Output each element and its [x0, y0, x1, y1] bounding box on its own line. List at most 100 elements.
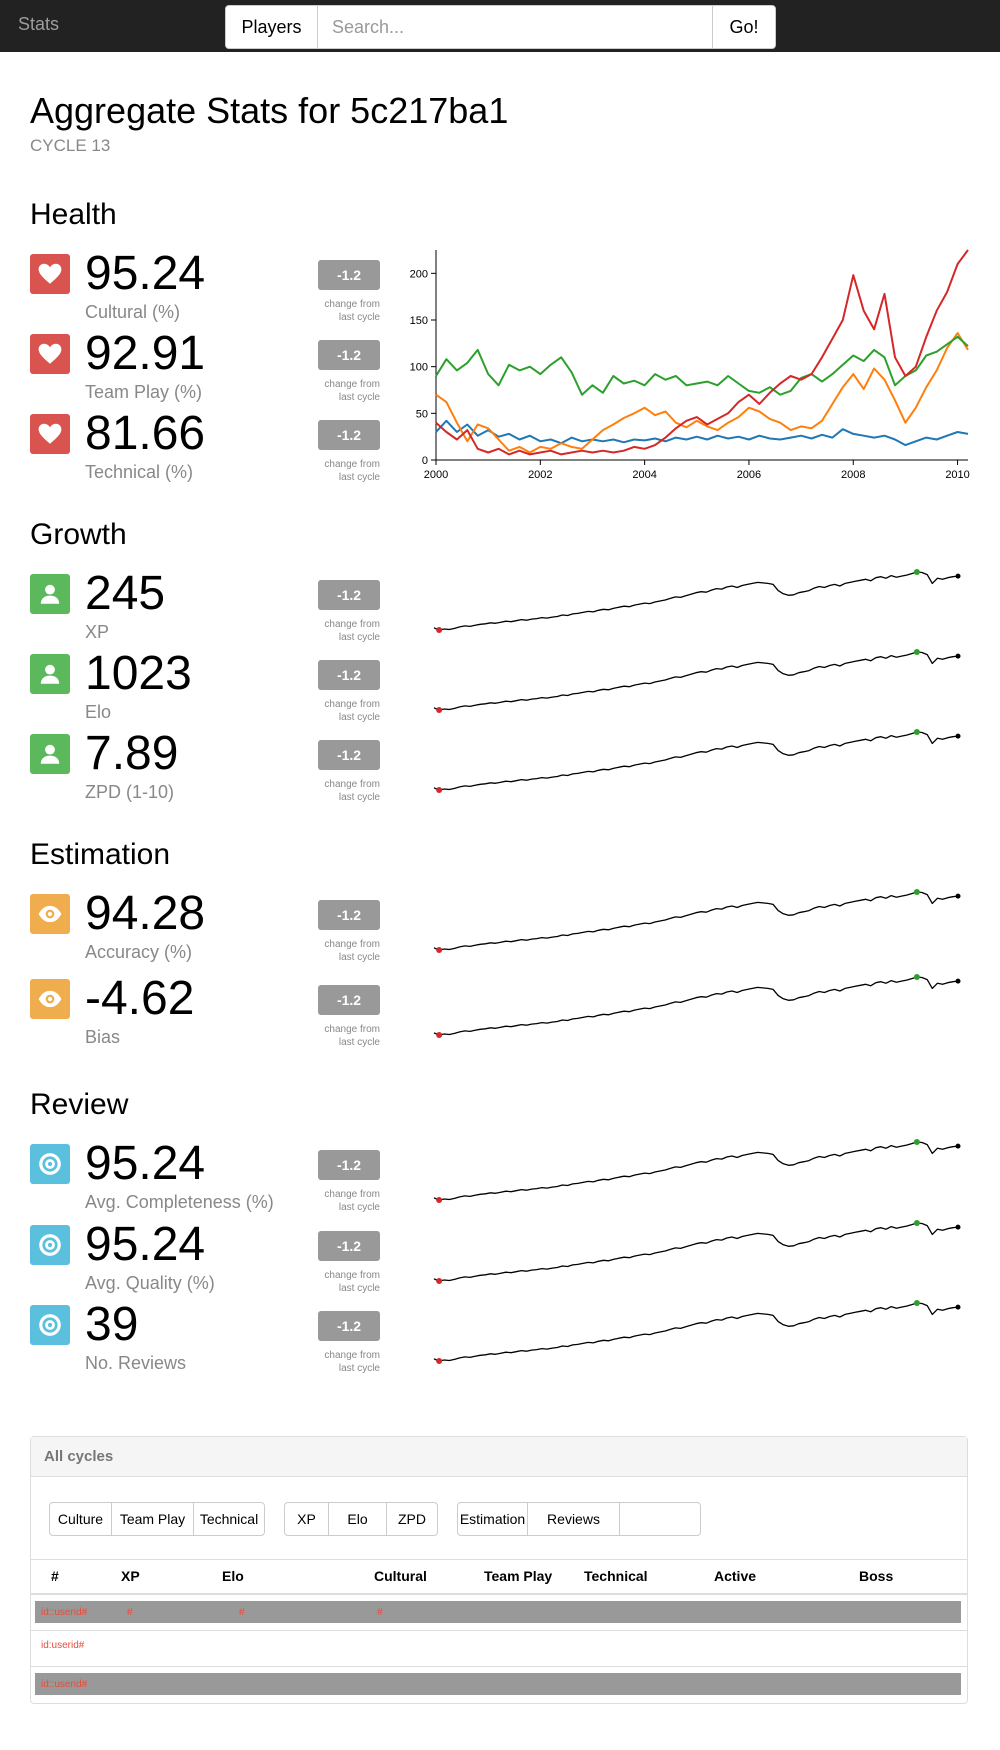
row-highlight: id::userid# # # # [35, 1601, 961, 1623]
change-note-line2: last cycle [338, 1202, 380, 1213]
column-header[interactable]: Cultural [374, 1568, 427, 1584]
filter-estimation-button[interactable]: Estimation [458, 1503, 528, 1535]
table-row[interactable]: id:userid# [31, 1631, 967, 1667]
change-note-line2: last cycle [338, 792, 380, 803]
target-icon [30, 1144, 70, 1184]
change-note-line2: last cycle [338, 1283, 380, 1294]
change-note-line1: change from [324, 939, 380, 950]
change-note: change from last cycle [292, 378, 380, 404]
change-note: change from last cycle [292, 1188, 380, 1214]
brand-link[interactable]: Stats [18, 14, 60, 34]
change-note-line1: change from [324, 1024, 380, 1035]
filter-zpd-button[interactable]: ZPD [398, 1511, 426, 1527]
sparkline-path [433, 1222, 959, 1282]
x-tick-label: 2002 [528, 469, 552, 481]
players-dropdown-button[interactable]: Players [226, 6, 318, 48]
xp-sparkline [433, 569, 961, 633]
filter-culture-button[interactable]: Culture [50, 1503, 112, 1535]
column-header[interactable]: Technical [584, 1568, 648, 1584]
metric-value: 92.91 [85, 327, 206, 380]
change-note: change from last cycle [292, 1349, 380, 1375]
column-header[interactable]: XP [121, 1568, 140, 1584]
metric-label: Technical (%) [85, 462, 194, 482]
metric-label: No. Reviews [85, 1353, 187, 1373]
change-note-line2: last cycle [338, 712, 380, 723]
sparkline-min-point [436, 1032, 443, 1038]
x-tick-label: 2006 [737, 469, 761, 481]
metric-value: -4.62 [85, 972, 195, 1025]
y-tick-label: 50 [416, 408, 428, 420]
sparkline-max-point [913, 569, 920, 575]
accuracy-sparkline [433, 889, 961, 953]
filter-elo-button[interactable]: Elo [329, 1503, 387, 1535]
metric-value: 81.66 [85, 407, 206, 460]
change-note-line2: last cycle [338, 472, 380, 483]
delta-badge: -1.2 [318, 420, 380, 450]
change-note-line1: change from [324, 699, 380, 710]
cell-cultural: # [377, 1607, 383, 1618]
sparkline-last-point [955, 1304, 961, 1310]
change-note-line1: change from [324, 299, 380, 310]
quality-sparkline [433, 1220, 961, 1284]
cycle-subtitle: CYCLE 13 [30, 136, 111, 155]
metric-accuracy: 94.28 Accuracy (%) -1.2 change from last … [30, 887, 390, 972]
column-header[interactable]: Elo [222, 1568, 244, 1584]
change-note-line1: change from [324, 619, 380, 630]
change-note: change from last cycle [292, 298, 380, 324]
delta-badge: -1.2 [318, 985, 380, 1015]
metric-team-play: 92.91 Team Play (%) -1.2 change from last… [30, 327, 390, 412]
metric-label: Avg. Completeness (%) [85, 1192, 274, 1212]
table-row[interactable]: id::userid# [31, 1667, 967, 1703]
search-group: Players Go! [225, 5, 776, 49]
column-header[interactable]: Team Play [484, 1568, 553, 1584]
panel-title: All cycles [31, 1437, 967, 1477]
search-input[interactable] [318, 6, 712, 48]
page-title: Aggregate Stats for 5c217ba1 [30, 90, 509, 131]
cell-xp: # [127, 1607, 133, 1618]
metric-label: Team Play (%) [85, 382, 203, 402]
user-icon [30, 734, 70, 774]
sparkline-min-point [436, 787, 443, 793]
column-header[interactable]: Boss [859, 1568, 894, 1584]
sparkline-path [433, 1302, 959, 1362]
filter-xp-button[interactable]: XP [285, 1503, 329, 1535]
change-note-line2: last cycle [338, 1363, 380, 1374]
health-section-title: Health [30, 198, 117, 231]
x-tick-label: 2000 [424, 469, 448, 481]
metric-value: 1023 [85, 647, 192, 700]
filter-technical-button[interactable]: Technical [199, 1511, 259, 1527]
user-icon [30, 574, 70, 614]
column-header[interactable]: # [51, 1568, 59, 1584]
change-note: change from last cycle [292, 1269, 380, 1295]
series-line-2 [435, 335, 969, 396]
filter-team-play-button[interactable]: Team Play [112, 1503, 194, 1535]
filter-extra-button[interactable] [620, 1503, 700, 1535]
sparkline-path [433, 891, 959, 951]
change-note-line1: change from [324, 459, 380, 470]
sparkline-max-point [913, 649, 920, 655]
eye-icon [30, 894, 70, 934]
metric-label: Cultural (%) [85, 302, 181, 322]
metric-value: 245 [85, 567, 166, 620]
sparkline-last-point [955, 1224, 961, 1230]
metric-label: Elo [85, 702, 112, 722]
change-note: change from last cycle [292, 1023, 380, 1049]
column-header[interactable]: Active [714, 1568, 757, 1584]
y-tick-label: 200 [410, 268, 428, 280]
table-row[interactable]: id::userid# # # # [31, 1595, 967, 1631]
change-note-line1: change from [324, 1350, 380, 1361]
go-button[interactable]: Go! [712, 6, 775, 48]
delta-badge: -1.2 [318, 1231, 380, 1261]
row-highlight: id::userid# [35, 1673, 961, 1695]
x-tick-label: 2010 [945, 469, 969, 481]
metric-label: XP [85, 622, 110, 642]
filter-reviews-button[interactable]: Reviews [528, 1503, 620, 1535]
table-header: # XP Elo Cultural Team Play Technical Ac… [31, 1559, 967, 1595]
metric-elo: 1023 Elo -1.2 change from last cycle [30, 647, 390, 732]
metric-xp: 245 XP -1.2 change from last cycle [30, 567, 390, 652]
growth-section-title: Growth [30, 518, 127, 551]
sparkline-last-point [955, 733, 961, 739]
metric-label: Avg. Quality (%) [85, 1273, 215, 1293]
estimation-section-title: Estimation [30, 838, 171, 871]
metric-zpd: 7.89 ZPD (1-10) -1.2 change from last cyc… [30, 727, 390, 812]
